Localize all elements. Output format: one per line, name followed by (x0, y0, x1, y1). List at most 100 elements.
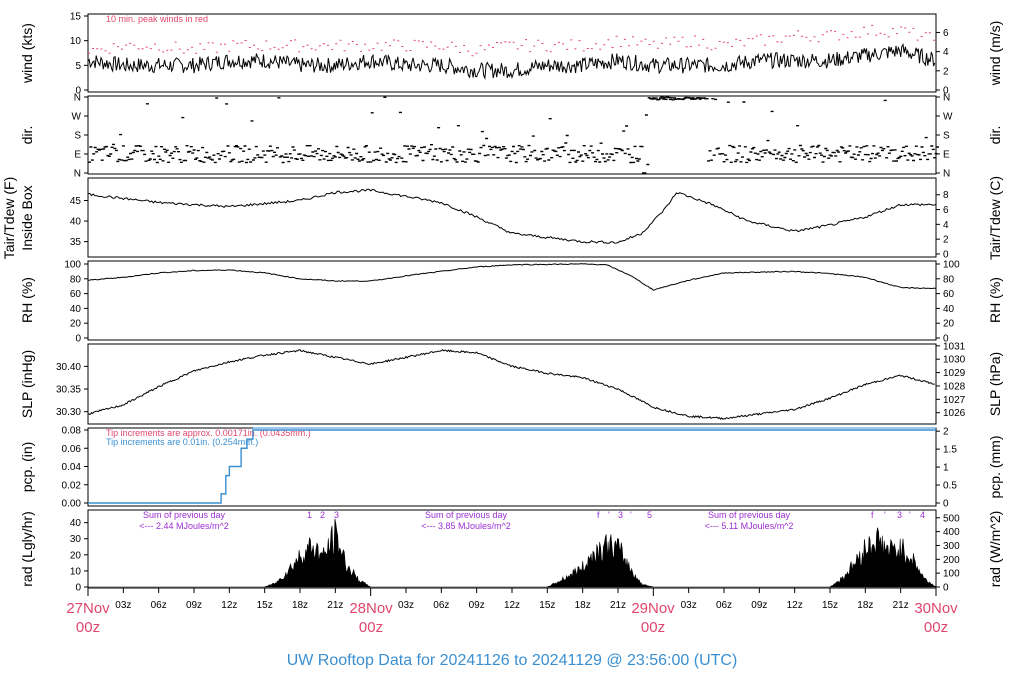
day-label-date: 29Nov (631, 600, 675, 617)
y-tick-label: 0.00 (62, 499, 82, 510)
rad-day-sums: Sum of previous day <--- 2.44 MJoules/m^… (139, 510, 793, 531)
y-tick-label: 4 (943, 220, 949, 231)
day-labels: 27Nov 00z 28Nov 00z 29Nov 00z 30Nov 00z (66, 600, 958, 636)
y-tick-label: N (943, 93, 950, 104)
temp-left-label-1: Tair/Tdew (F) (1, 177, 17, 259)
day-label-time: 00z (641, 619, 665, 636)
y-tick-label: 2 (943, 427, 949, 438)
y-tick-label: 10 (70, 36, 82, 47)
rad-left-label: rad (Lgly/hr) (19, 511, 35, 586)
y-tick-label: 15 (70, 12, 82, 23)
y-tick-label: 0 (943, 334, 949, 345)
y-tick-label: 500 (943, 513, 960, 524)
y-tick-label: 200 (943, 555, 960, 566)
y-tick-label: 10 (70, 566, 82, 577)
rh-panel-frame (87, 260, 937, 341)
temperature-f--line (87, 188, 937, 244)
dir-right-label: dir. (987, 126, 1003, 145)
hour-tick-label: 03z (398, 600, 414, 611)
day-label-time: 00z (359, 619, 383, 636)
pcp-right-label: pcp. (mm) (987, 436, 1003, 499)
dir-left-label: dir. (19, 126, 35, 145)
y-tick-label: S (943, 131, 950, 142)
rad-markers: 1 2 3 f ' 3 ' 5 f ' 3 ' 4 (307, 510, 925, 520)
rad-marker: 3 (618, 510, 623, 520)
y-tick-label: 0.5 (943, 481, 957, 492)
y-tick-label: E (74, 150, 81, 161)
day-sum-1-line1: Sum of previous day (143, 510, 226, 520)
hour-tick-label: 15z (539, 600, 555, 611)
rad-marker: 3 (334, 510, 339, 520)
y-tick-label: 6 (943, 205, 949, 216)
y-tick-label: 0 (943, 249, 949, 260)
y-tick-label: 60 (70, 289, 82, 300)
slp-left-label: SLP (inHg) (19, 350, 35, 418)
y-tick-label: 2 (943, 235, 949, 246)
peak-wind-marks (88, 24, 936, 57)
hour-tick-label: 09z (186, 600, 202, 611)
rad-marker: ' (608, 510, 610, 520)
y-tick-label: 1.5 (943, 445, 957, 456)
y-tick-label: 5 (75, 61, 81, 72)
hour-tick-label: 21z (893, 600, 909, 611)
y-tick-label: 6 (943, 28, 949, 39)
y-tick-label: 1026 (943, 408, 966, 419)
rad-marker: ' (630, 510, 632, 520)
pcp-left-label: pcp. (in) (19, 442, 35, 493)
rad-right-label: rad (W/m^2) (987, 511, 1003, 588)
slp-panel-frame (87, 343, 937, 425)
wind-peak-note: 10 min. peak winds in red (106, 14, 208, 24)
rad-marker: ' (909, 510, 911, 520)
y-tick-label: 100 (943, 260, 960, 271)
hour-tick-label: 21z (610, 600, 626, 611)
pcp-note-blue: Tip increments are 0.01in. (0.254mm.) (106, 437, 258, 447)
day-label-time: 00z (924, 619, 948, 636)
y-tick-label: 300 (943, 541, 960, 552)
y-tick-label: 1031 (943, 341, 966, 352)
y-tick-label: 1027 (943, 395, 966, 406)
y-tick-label: 20 (70, 319, 82, 330)
temp-panel-frame (87, 177, 937, 258)
wind-panel-frame (87, 13, 937, 93)
hour-tick-label: 06z (716, 600, 732, 611)
y-tick-label: 1 (943, 463, 949, 474)
y-tick-label: 400 (943, 527, 960, 538)
y-tick-label: 0.08 (62, 426, 82, 437)
y-tick-label: 80 (943, 274, 955, 285)
rad-marker: f (871, 510, 874, 520)
y-tick-label: 100 (64, 260, 81, 271)
day-label-date: 30Nov (914, 600, 958, 617)
hour-tick-label: 12z (504, 600, 520, 611)
y-tick-label: 45 (70, 196, 82, 207)
hour-tick-labels: 03z 06z 09z 12z 15z 18z 21z 03z 06z 09z 12z 15z 18z 2… (115, 600, 908, 611)
hour-tick-label: 15z (257, 600, 273, 611)
y-tick-label: 4 (943, 47, 949, 58)
y-tick-label: 30 (70, 534, 82, 545)
hour-tick-label: 21z (327, 600, 343, 611)
temp-right-label: Tair/Tdew (C) (987, 176, 1003, 260)
y-tick-label: 1030 (943, 355, 966, 366)
day-sum-2-line1: Sum of previous day (425, 510, 508, 520)
y-tick-label: N (74, 93, 81, 104)
y-tick-label: 1028 (943, 381, 966, 392)
y-tick-label: W (72, 112, 82, 123)
y-tick-label: N (74, 169, 81, 180)
y-tick-label: 0 (75, 334, 81, 345)
y-tick-label: 2 (943, 66, 949, 77)
hour-tick-label: 09z (751, 600, 767, 611)
axis-ticks: 0510150246NESWNNESWN35404502468020406080… (56, 12, 966, 596)
slp-right-label: SLP (hPa) (987, 352, 1003, 416)
y-tick-label: 60 (943, 289, 955, 300)
y-tick-label: 30.30 (56, 407, 81, 418)
rad-marker: 1 (307, 510, 312, 520)
y-tick-label: 30.40 (56, 362, 81, 373)
y-tick-label: 20 (70, 550, 82, 561)
y-tick-label: 8 (943, 190, 949, 201)
wind-direction-marks (88, 96, 939, 174)
hour-tick-label: 18z (857, 600, 873, 611)
y-tick-label: 80 (70, 274, 82, 285)
y-tick-label: 0 (75, 86, 81, 97)
pcp-note-red: Tip increments are approx. 0.00171in. (0… (106, 428, 311, 438)
hour-tick-label: 03z (681, 600, 697, 611)
